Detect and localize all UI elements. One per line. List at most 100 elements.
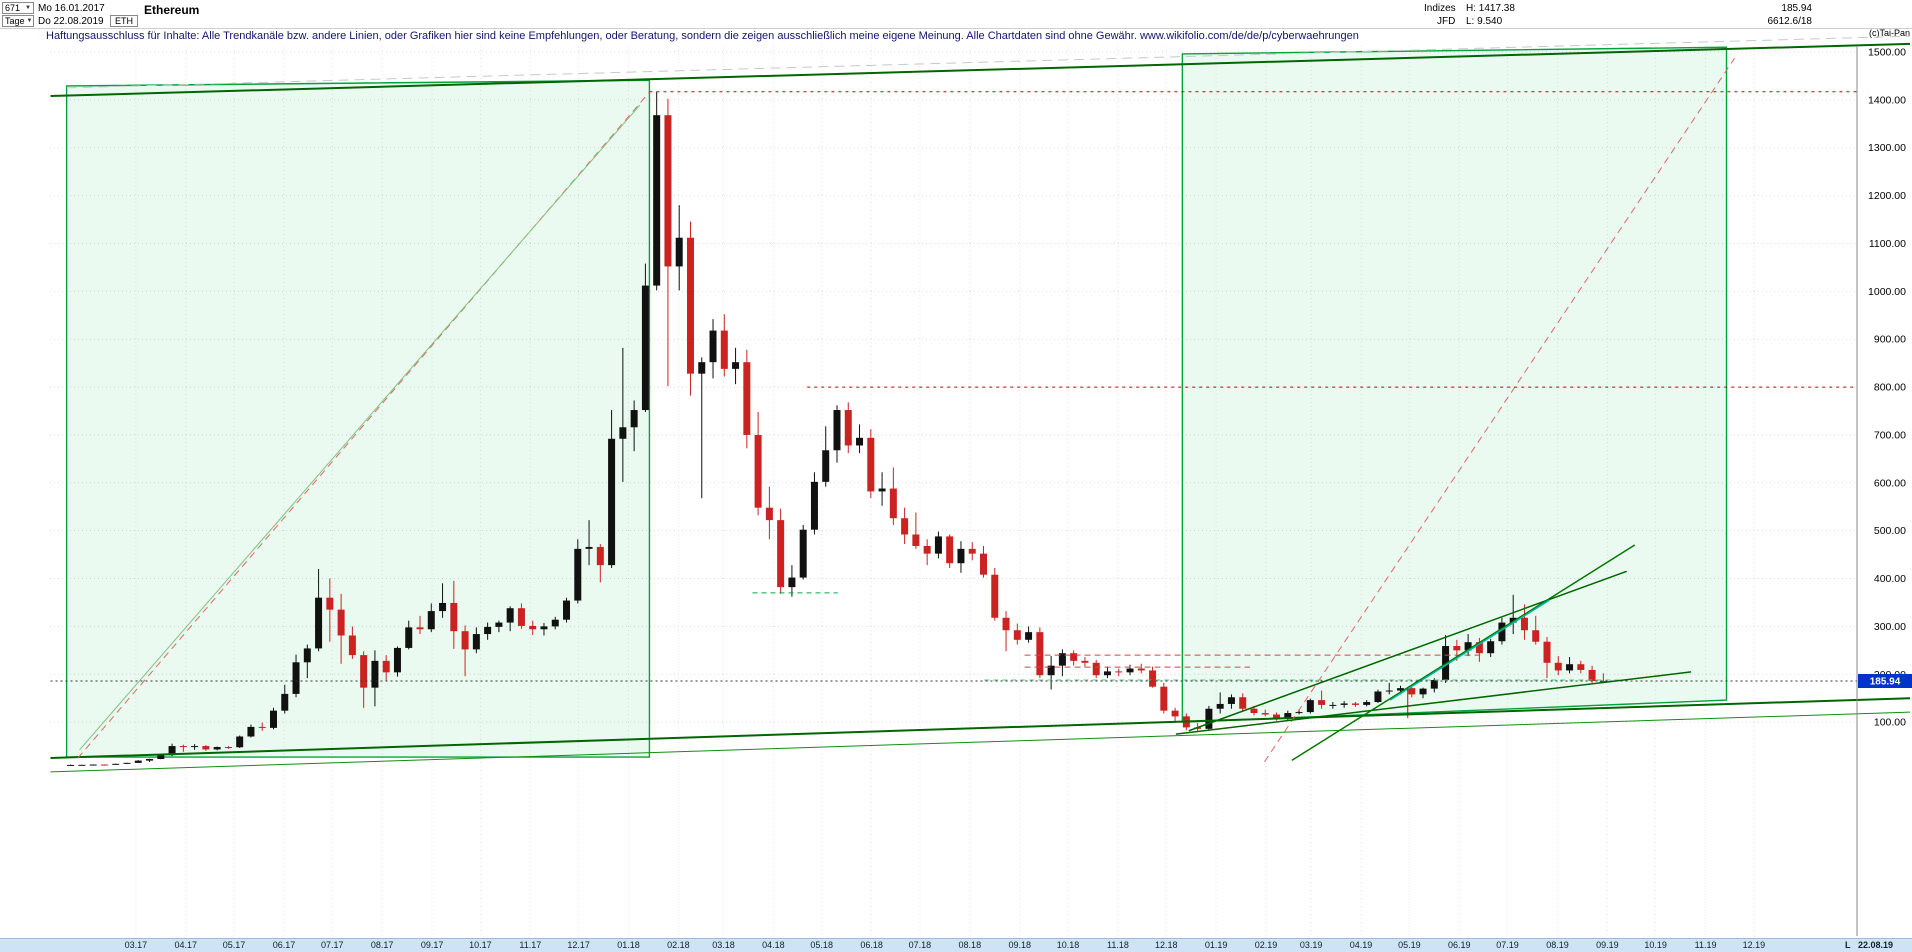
candle-body — [89, 764, 97, 766]
candle-body — [1554, 662, 1562, 671]
candle-body — [382, 660, 390, 673]
x-axis-label: 03.17 — [124, 940, 148, 950]
last-price-tag — [1858, 673, 1912, 688]
x-axis-label: 04.18 — [762, 940, 785, 950]
candle-body — [247, 726, 255, 737]
candle-body — [258, 726, 266, 728]
candle-body — [664, 115, 672, 267]
candle-body — [799, 529, 807, 578]
candle-body — [134, 760, 142, 763]
last-bar-date-label: 22.08.19 — [1858, 940, 1894, 950]
trend-2019-steep — [1291, 544, 1636, 762]
x-axis-label: 08.18 — [958, 940, 982, 950]
x-axis-label: 04.17 — [174, 940, 198, 950]
x-axis-label: 06.17 — [272, 940, 296, 950]
rise-2019-red-dashed — [1264, 57, 1735, 763]
candle-body — [765, 507, 773, 521]
x-axis-label: 09.19 — [1596, 940, 1619, 950]
candle-body — [1070, 653, 1078, 661]
candle-body — [495, 622, 503, 627]
y-axis-label: 400.00 — [1874, 573, 1906, 585]
candle-body — [472, 634, 480, 650]
candle-body — [1396, 688, 1404, 691]
candle-body — [405, 627, 413, 648]
y-axis-label: 300.00 — [1874, 621, 1906, 633]
x-axis-label: 01.19 — [1204, 940, 1228, 950]
candle-body — [1453, 646, 1461, 651]
x-axis-label: 04.19 — [1349, 940, 1373, 950]
candle-body — [1588, 669, 1596, 681]
x-axis-label: 10.17 — [469, 940, 492, 950]
x-axis-label: 06.19 — [1447, 940, 1471, 950]
candle-body — [168, 746, 176, 756]
symbol-box[interactable]: ETH — [110, 15, 138, 27]
candle-body — [1566, 664, 1574, 671]
candle-body — [1295, 712, 1303, 714]
candle-body — [517, 608, 525, 626]
x-axis-bar: 03.17 04.17 05.17 06.17 07.17 08.17 09.17 10.17… — [0, 938, 1912, 952]
x-axis-label: 12.18 — [1154, 940, 1178, 950]
x-axis-label: 03.18 — [712, 940, 735, 950]
candle-body — [269, 710, 277, 728]
candle-body — [608, 438, 616, 566]
candle-body — [529, 625, 537, 630]
trend-box-2017 — [65, 79, 651, 758]
candle-body — [540, 626, 548, 630]
chevron-down-icon: ▼ — [26, 18, 33, 24]
candle-body — [1261, 713, 1269, 715]
y-axis-label: 1400.00 — [1868, 94, 1906, 106]
y-axis-label: 700.00 — [1874, 429, 1906, 441]
y-axis-label: 500.00 — [1874, 525, 1906, 537]
candle-body — [292, 662, 300, 694]
candle-body — [1216, 703, 1224, 709]
trend-2019-cyan — [1389, 599, 1550, 701]
candle-body — [1543, 641, 1551, 663]
candle-body — [281, 693, 289, 711]
candle-body — [709, 330, 717, 363]
candle-body — [1498, 622, 1506, 642]
x-axis-label: 10.19 — [1644, 940, 1667, 950]
candle-body — [844, 410, 852, 446]
candle-body — [1081, 660, 1089, 663]
timeframe-box[interactable]: Tage ▼ — [2, 15, 34, 27]
y-axis-label: 1500.00 — [1868, 46, 1906, 58]
candle-body — [653, 115, 661, 286]
candle-body — [450, 602, 458, 632]
start-date-label: Mo 16.01.2017 — [38, 3, 105, 14]
x-axis-label: 11.18 — [1107, 940, 1129, 950]
candle-body — [1385, 690, 1393, 692]
candle-body — [484, 626, 492, 635]
candle-body — [1092, 662, 1100, 676]
candle-body — [348, 635, 356, 656]
candle-body — [574, 548, 582, 601]
candle-body — [1351, 703, 1359, 705]
extra-stat-label: 6612.6/18 — [1767, 16, 1813, 27]
candle-body — [1408, 688, 1416, 695]
candle-body — [1103, 671, 1111, 676]
candle-body — [1464, 642, 1472, 651]
candle-body — [732, 362, 740, 369]
x-axis-label: 02.19 — [1254, 940, 1278, 950]
x-axis-label: 11.17 — [519, 940, 542, 950]
candle-body — [326, 597, 334, 610]
end-date-label: Do 22.08.2019 — [38, 16, 104, 27]
candle-body — [506, 608, 514, 623]
candle-body — [1137, 668, 1145, 671]
candle-body — [1250, 708, 1258, 714]
candle-body — [1047, 665, 1055, 676]
candle-body — [641, 285, 649, 411]
candle-body — [1374, 691, 1382, 703]
candle-body — [630, 410, 638, 428]
x-axis-label: 11.19 — [1694, 940, 1717, 950]
symbol-label: ETH — [115, 16, 133, 26]
candle-body — [360, 655, 368, 688]
x-axis-label: 07.17 — [320, 940, 344, 950]
candle-body — [991, 574, 999, 618]
candle-body — [1577, 664, 1585, 670]
candle-body — [1058, 653, 1066, 666]
candle-body — [427, 611, 435, 630]
period-count-box[interactable]: 671 ▼ — [2, 2, 34, 14]
x-axis-label: 08.17 — [370, 940, 394, 950]
candle-body — [1363, 702, 1371, 705]
